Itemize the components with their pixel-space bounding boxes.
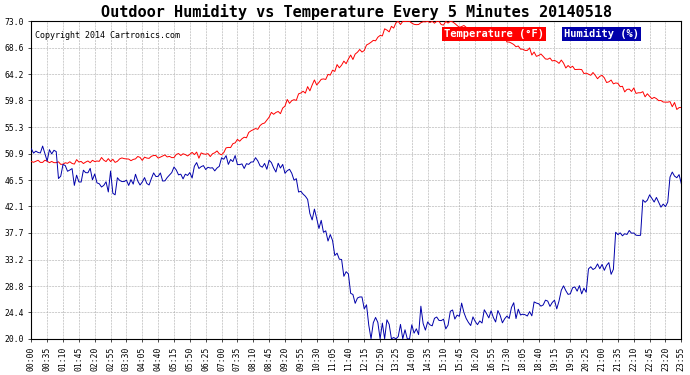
Text: Humidity (%): Humidity (%) (564, 29, 640, 39)
Text: Temperature (°F): Temperature (°F) (444, 29, 544, 39)
Title: Outdoor Humidity vs Temperature Every 5 Minutes 20140518: Outdoor Humidity vs Temperature Every 5 … (101, 4, 612, 20)
Text: Copyright 2014 Cartronics.com: Copyright 2014 Cartronics.com (34, 31, 179, 40)
